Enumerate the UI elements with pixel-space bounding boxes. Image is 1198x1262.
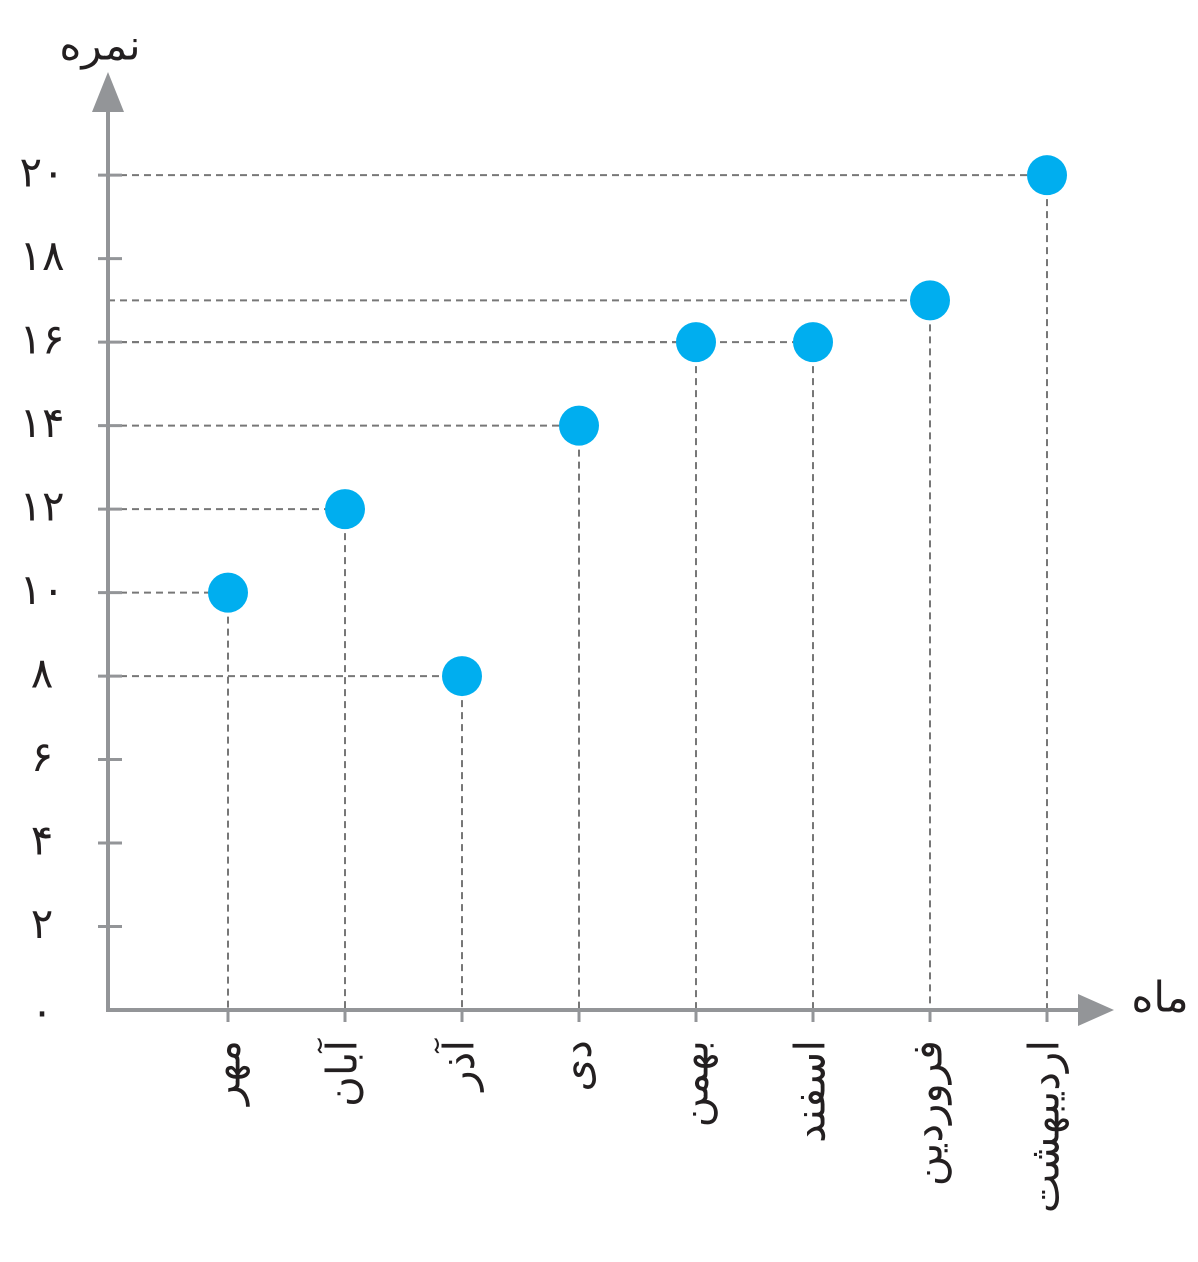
dot xyxy=(910,280,950,321)
dot xyxy=(1027,155,1067,196)
dot xyxy=(676,322,716,363)
x-tick-label: دی xyxy=(552,1040,601,1092)
y-tick-label: ۱٠ xyxy=(19,565,64,614)
x-tick-label: مهر xyxy=(201,1040,251,1107)
y-arrow xyxy=(92,72,124,112)
x-arrow xyxy=(1078,994,1114,1026)
x-tick-label: بهمن xyxy=(669,1040,719,1127)
y-tick-label: ۶ xyxy=(31,732,54,781)
y-tick-label: ٠ xyxy=(31,987,54,1036)
guides xyxy=(108,174,1048,1010)
y-tick-label: ۱۸ xyxy=(19,231,64,280)
x-tick-label: فروردین xyxy=(903,1040,952,1186)
y-tick-label: ۲ xyxy=(31,899,54,948)
dot xyxy=(208,572,248,613)
dot xyxy=(559,405,599,446)
y-tick-label: ۱۶ xyxy=(19,315,64,364)
x-tick-label: آبان xyxy=(317,1038,367,1107)
dot xyxy=(325,489,365,530)
y-tick-label: ۱۴ xyxy=(19,398,64,447)
y-tick-label: ۸ xyxy=(31,649,54,698)
y-tick-label: ۲٠ xyxy=(19,148,64,197)
x-tick-label: آذر xyxy=(434,1038,484,1093)
x-tick-label: اسفند xyxy=(786,1040,835,1143)
y-tick-label: ۴ xyxy=(31,816,54,865)
dot xyxy=(442,656,482,697)
y-tick-label: ۱۲ xyxy=(19,482,64,531)
dot xyxy=(793,322,833,363)
x-tick-label: اردیبهشت xyxy=(1020,1040,1070,1213)
y-axis-label: نمره xyxy=(59,21,140,70)
x-axis-label: ماه xyxy=(1131,973,1188,1022)
